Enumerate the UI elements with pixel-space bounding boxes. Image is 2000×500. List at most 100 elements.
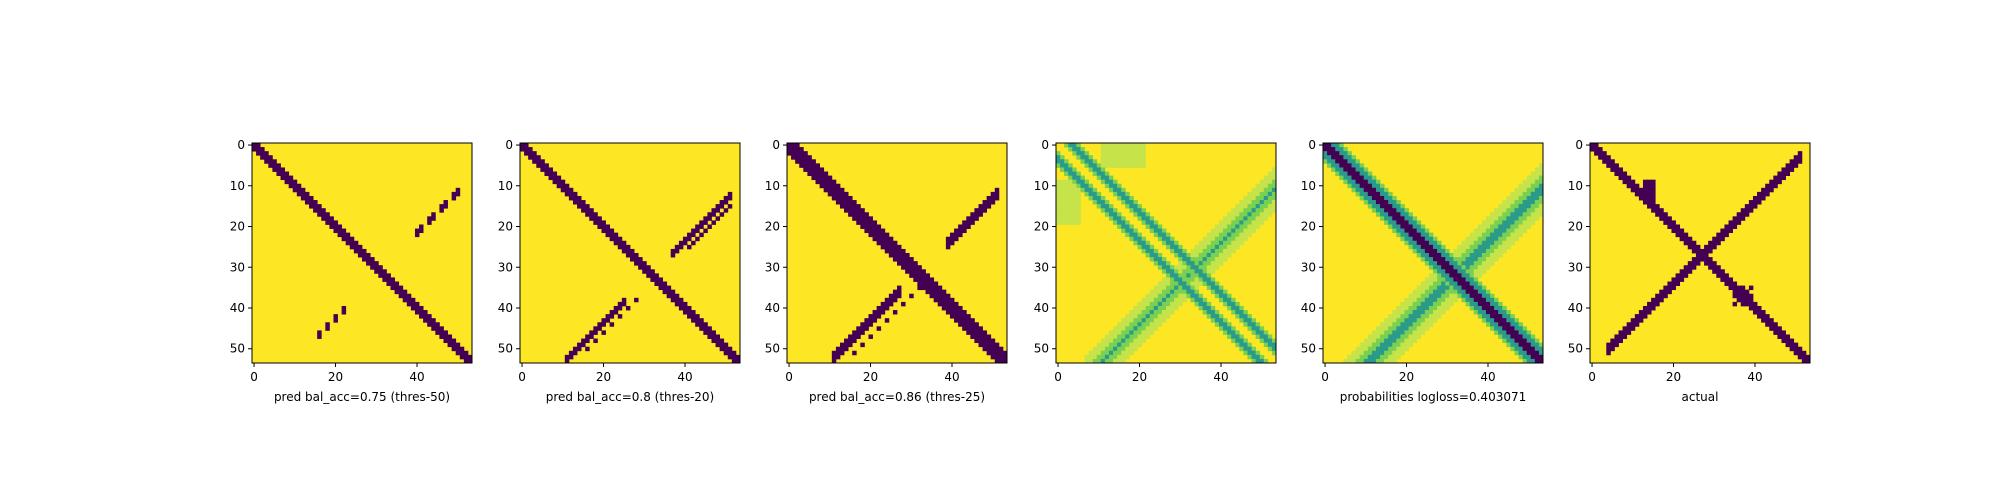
heatmap-cell [856, 216, 861, 221]
heatmap-cell [966, 224, 971, 229]
heatmap-cell [1157, 232, 1163, 238]
heatmap-cell [1502, 216, 1507, 221]
heatmap-cell [1129, 236, 1134, 242]
heatmap-cell [1514, 200, 1519, 205]
heatmap-cell [954, 305, 959, 311]
heatmap-cell [1137, 305, 1142, 311]
heatmap-cell [1104, 342, 1110, 348]
heatmap-cell [1437, 253, 1442, 258]
heatmap-cell [1206, 314, 1212, 319]
heatmap-cell [621, 244, 627, 250]
heatmap-cell [1141, 314, 1147, 319]
heatmap-cell [1761, 195, 1766, 201]
heatmap-cell [1691, 248, 1697, 254]
heatmap-cell [1161, 236, 1167, 242]
heatmap-cell [1202, 265, 1208, 270]
heatmap-cell [1084, 358, 1089, 364]
heatmap-cell [1263, 175, 1269, 181]
heatmap-cell [707, 224, 712, 229]
heatmap-cell [1190, 248, 1195, 254]
heatmap-cell [929, 285, 935, 291]
heatmap-cell [419, 305, 424, 311]
heatmap-cell [1416, 314, 1422, 319]
heatmap-cell [892, 257, 898, 262]
heatmap-cell [791, 151, 796, 156]
x-tick-label: 40 [677, 370, 692, 384]
heatmap-cell [1206, 269, 1212, 274]
heatmap-cell [1522, 220, 1528, 225]
heatmap-cell [872, 220, 878, 225]
heatmap-cell [1392, 216, 1397, 221]
heatmap-cell [1161, 281, 1167, 286]
heatmap-cell [1182, 289, 1187, 295]
heatmap-cell [949, 232, 955, 238]
heatmap-cell [560, 183, 566, 189]
heatmap-cell [1137, 342, 1142, 348]
heatmap-cell [1133, 322, 1138, 327]
heatmap-cell [1371, 334, 1377, 339]
heatmap-cell [1428, 261, 1434, 266]
heatmap-cell [252, 147, 257, 152]
heatmap-cell [1437, 289, 1442, 295]
heatmap-cell [1182, 248, 1187, 254]
heatmap-cell [1145, 253, 1151, 258]
heatmap-cell [966, 326, 971, 331]
heatmap-cell [1388, 358, 1393, 364]
heatmap-cell [970, 318, 975, 323]
heatmap-cell [815, 175, 820, 181]
heatmap-cell [1477, 244, 1483, 250]
heatmap-cell [1218, 285, 1224, 291]
heatmap-cell [1218, 297, 1224, 303]
heatmap-cell [1526, 224, 1532, 229]
heatmap-cell [1416, 293, 1422, 299]
heatmap-cell [1510, 212, 1515, 217]
heatmap-cell [974, 338, 979, 344]
heatmap-cell [427, 318, 432, 323]
heatmap-cell [1477, 314, 1483, 319]
heatmap-cell [1590, 147, 1595, 152]
heatmap-cell [1166, 293, 1171, 299]
heatmap-cell [1518, 195, 1524, 201]
heatmap-cell [868, 318, 873, 323]
heatmap-cell [654, 281, 659, 286]
heatmap-cell [593, 338, 598, 344]
heatmap-cell [1263, 183, 1269, 189]
heatmap-cell [1477, 301, 1483, 307]
heatmap-cell [1206, 253, 1212, 258]
heatmap-cell [1477, 265, 1483, 270]
heatmap-cell [1793, 346, 1799, 352]
heatmap-cell [1392, 195, 1397, 201]
heatmap-cell [634, 257, 639, 262]
heatmap-cell [1198, 244, 1204, 250]
heatmap-cell [1239, 212, 1244, 217]
heatmap-cell [1671, 285, 1676, 291]
heatmap-cell [1125, 204, 1130, 209]
heatmap-cell [1416, 326, 1422, 331]
heatmap-cell [1642, 191, 1648, 197]
heatmap-cell [1400, 224, 1405, 229]
heatmap-cell [1433, 314, 1438, 319]
heatmap-cell [1125, 326, 1130, 331]
heatmap-cell [1384, 350, 1389, 356]
heatmap-cell [577, 204, 582, 209]
heatmap-cell [1473, 301, 1479, 307]
heatmap-cell [1530, 212, 1536, 217]
heatmap-cell [852, 330, 857, 335]
heatmap-cell [1538, 346, 1544, 352]
heatmap-cell [1736, 220, 1742, 225]
heatmap-cell [978, 342, 983, 348]
heatmap-cell [1214, 261, 1220, 266]
heatmap-cell [1251, 216, 1257, 221]
heatmap-cell [1088, 195, 1094, 201]
heatmap-cell [695, 322, 700, 327]
heatmap-cell [1060, 195, 1065, 201]
heatmap-cell [819, 183, 825, 189]
heatmap-cell [1469, 293, 1475, 299]
heatmap-cell [1170, 281, 1175, 286]
heatmap-cell [1445, 293, 1450, 299]
heatmap-cell [1190, 285, 1195, 291]
heatmap-cell [986, 195, 992, 201]
heatmap-cell [1526, 216, 1532, 221]
heatmap-cell [1388, 220, 1393, 225]
heatmap-cell [1247, 322, 1252, 327]
